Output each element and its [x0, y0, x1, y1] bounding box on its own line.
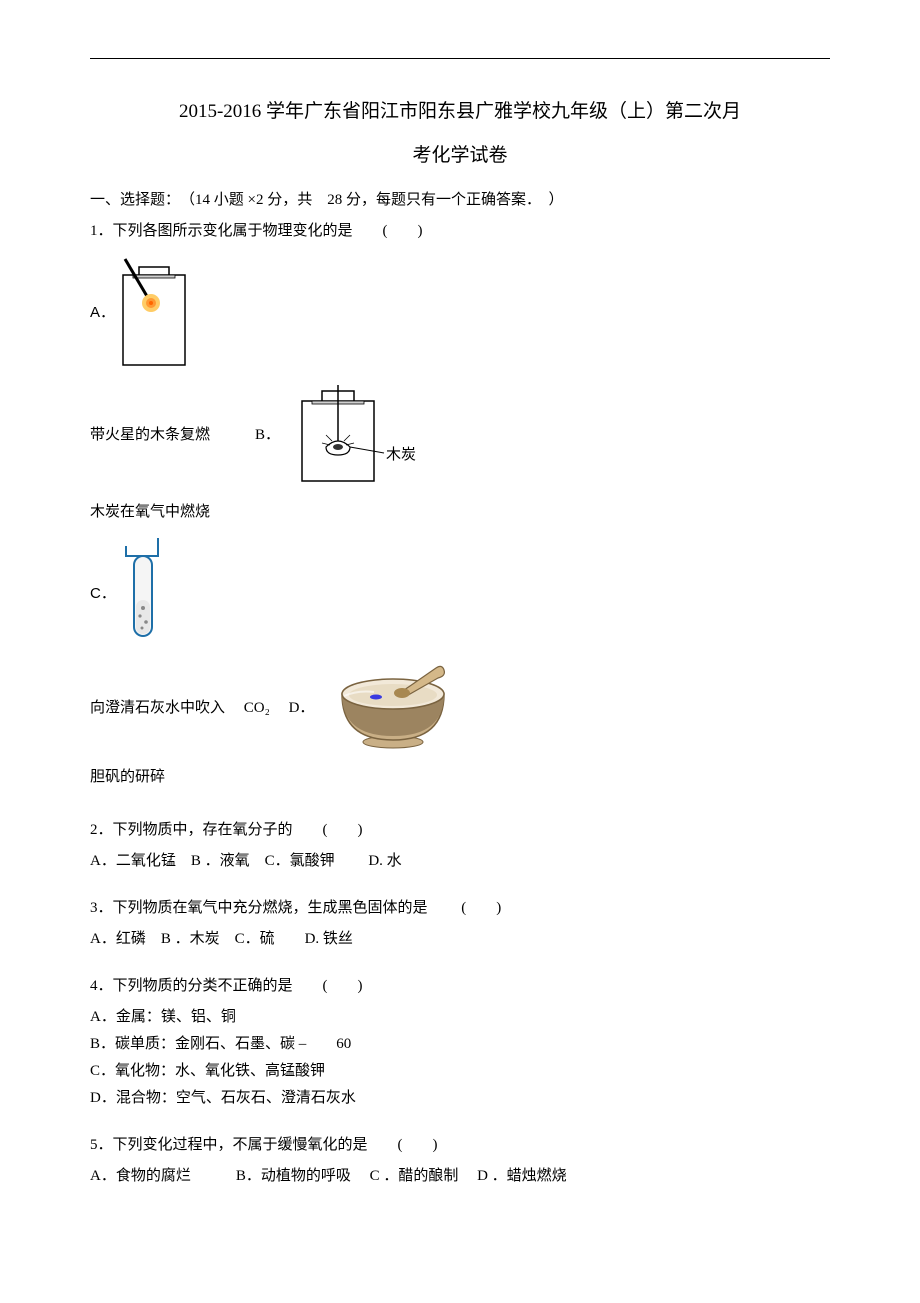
q3-options: A．红磷 B ．木炭 C．硫 D. 铁丝	[90, 926, 830, 953]
q3-stem: 3．下列物质在氧气中充分燃烧，生成黑色固体的是 ( )	[90, 895, 830, 922]
q4-stem: 4．下列物质的分类不正确的是 ( )	[90, 973, 830, 1000]
q1-stem: 1．下列各图所示变化属于物理变化的是 ( )	[90, 218, 830, 245]
q4-option-a: A．金属：镁、铝、铜	[90, 1004, 830, 1031]
exam-title: 2015-2016 学年广东省阳江市阳东县广雅学校九年级（上）第二次月	[90, 95, 830, 129]
q1-b-description: 木炭在氧气中燃烧	[90, 499, 830, 526]
q2-options: A．二氧化锰 B ．液氧 C．氯酸钾 D. 水	[90, 848, 830, 875]
q1-image-a-jar-splint	[119, 257, 187, 367]
section-1-header: 一、选择题： （14 小题 ×2 分，共 28 分，每题只有一个正确答案． ）	[90, 187, 830, 214]
q4-option-c: C．氧化物：水、氧化铁、高锰酸钾	[90, 1058, 830, 1085]
q1-a-description: 带火星的木条复燃 B．	[90, 422, 280, 449]
q1-option-b-row: 带火星的木条复燃 B． 木炭	[90, 385, 830, 485]
q1-image-d-mortar-pestle	[328, 662, 458, 754]
q1-option-a-label: A．	[90, 299, 115, 326]
q5-options: A．食物的腐烂 B．动植物的呼吸 C ．醋的酿制 D ．蜡烛燃烧	[90, 1163, 830, 1190]
horizontal-rule-top	[90, 58, 830, 59]
q1-image-b-charcoal-jar: 木炭	[298, 385, 428, 485]
q1-c-description: 向澄清石灰水中吹入 CO₂ D．	[90, 695, 314, 722]
q1-image-c-test-tube	[118, 538, 168, 648]
q4-option-d: D．混合物：空气、石灰石、澄清石灰水	[90, 1085, 830, 1112]
q1-d-description: 胆矾的研碎	[90, 764, 830, 791]
q1-option-c-row: C．	[90, 538, 830, 648]
svg-text:木炭: 木炭	[386, 446, 416, 463]
q4-option-b: B．碳单质：金刚石、石墨、碳 – 60	[90, 1031, 830, 1058]
q1-option-a-row: A．	[90, 257, 830, 367]
q1-option-d-row: 向澄清石灰水中吹入 CO₂ D．	[90, 662, 830, 754]
q5-stem: 5．下列变化过程中，不属于缓慢氧化的是 ( )	[90, 1132, 830, 1159]
q1-option-c-label: C．	[90, 580, 116, 607]
q2-stem: 2．下列物质中，存在氧分子的 ( )	[90, 817, 830, 844]
exam-subtitle: 考化学试卷	[90, 139, 830, 173]
